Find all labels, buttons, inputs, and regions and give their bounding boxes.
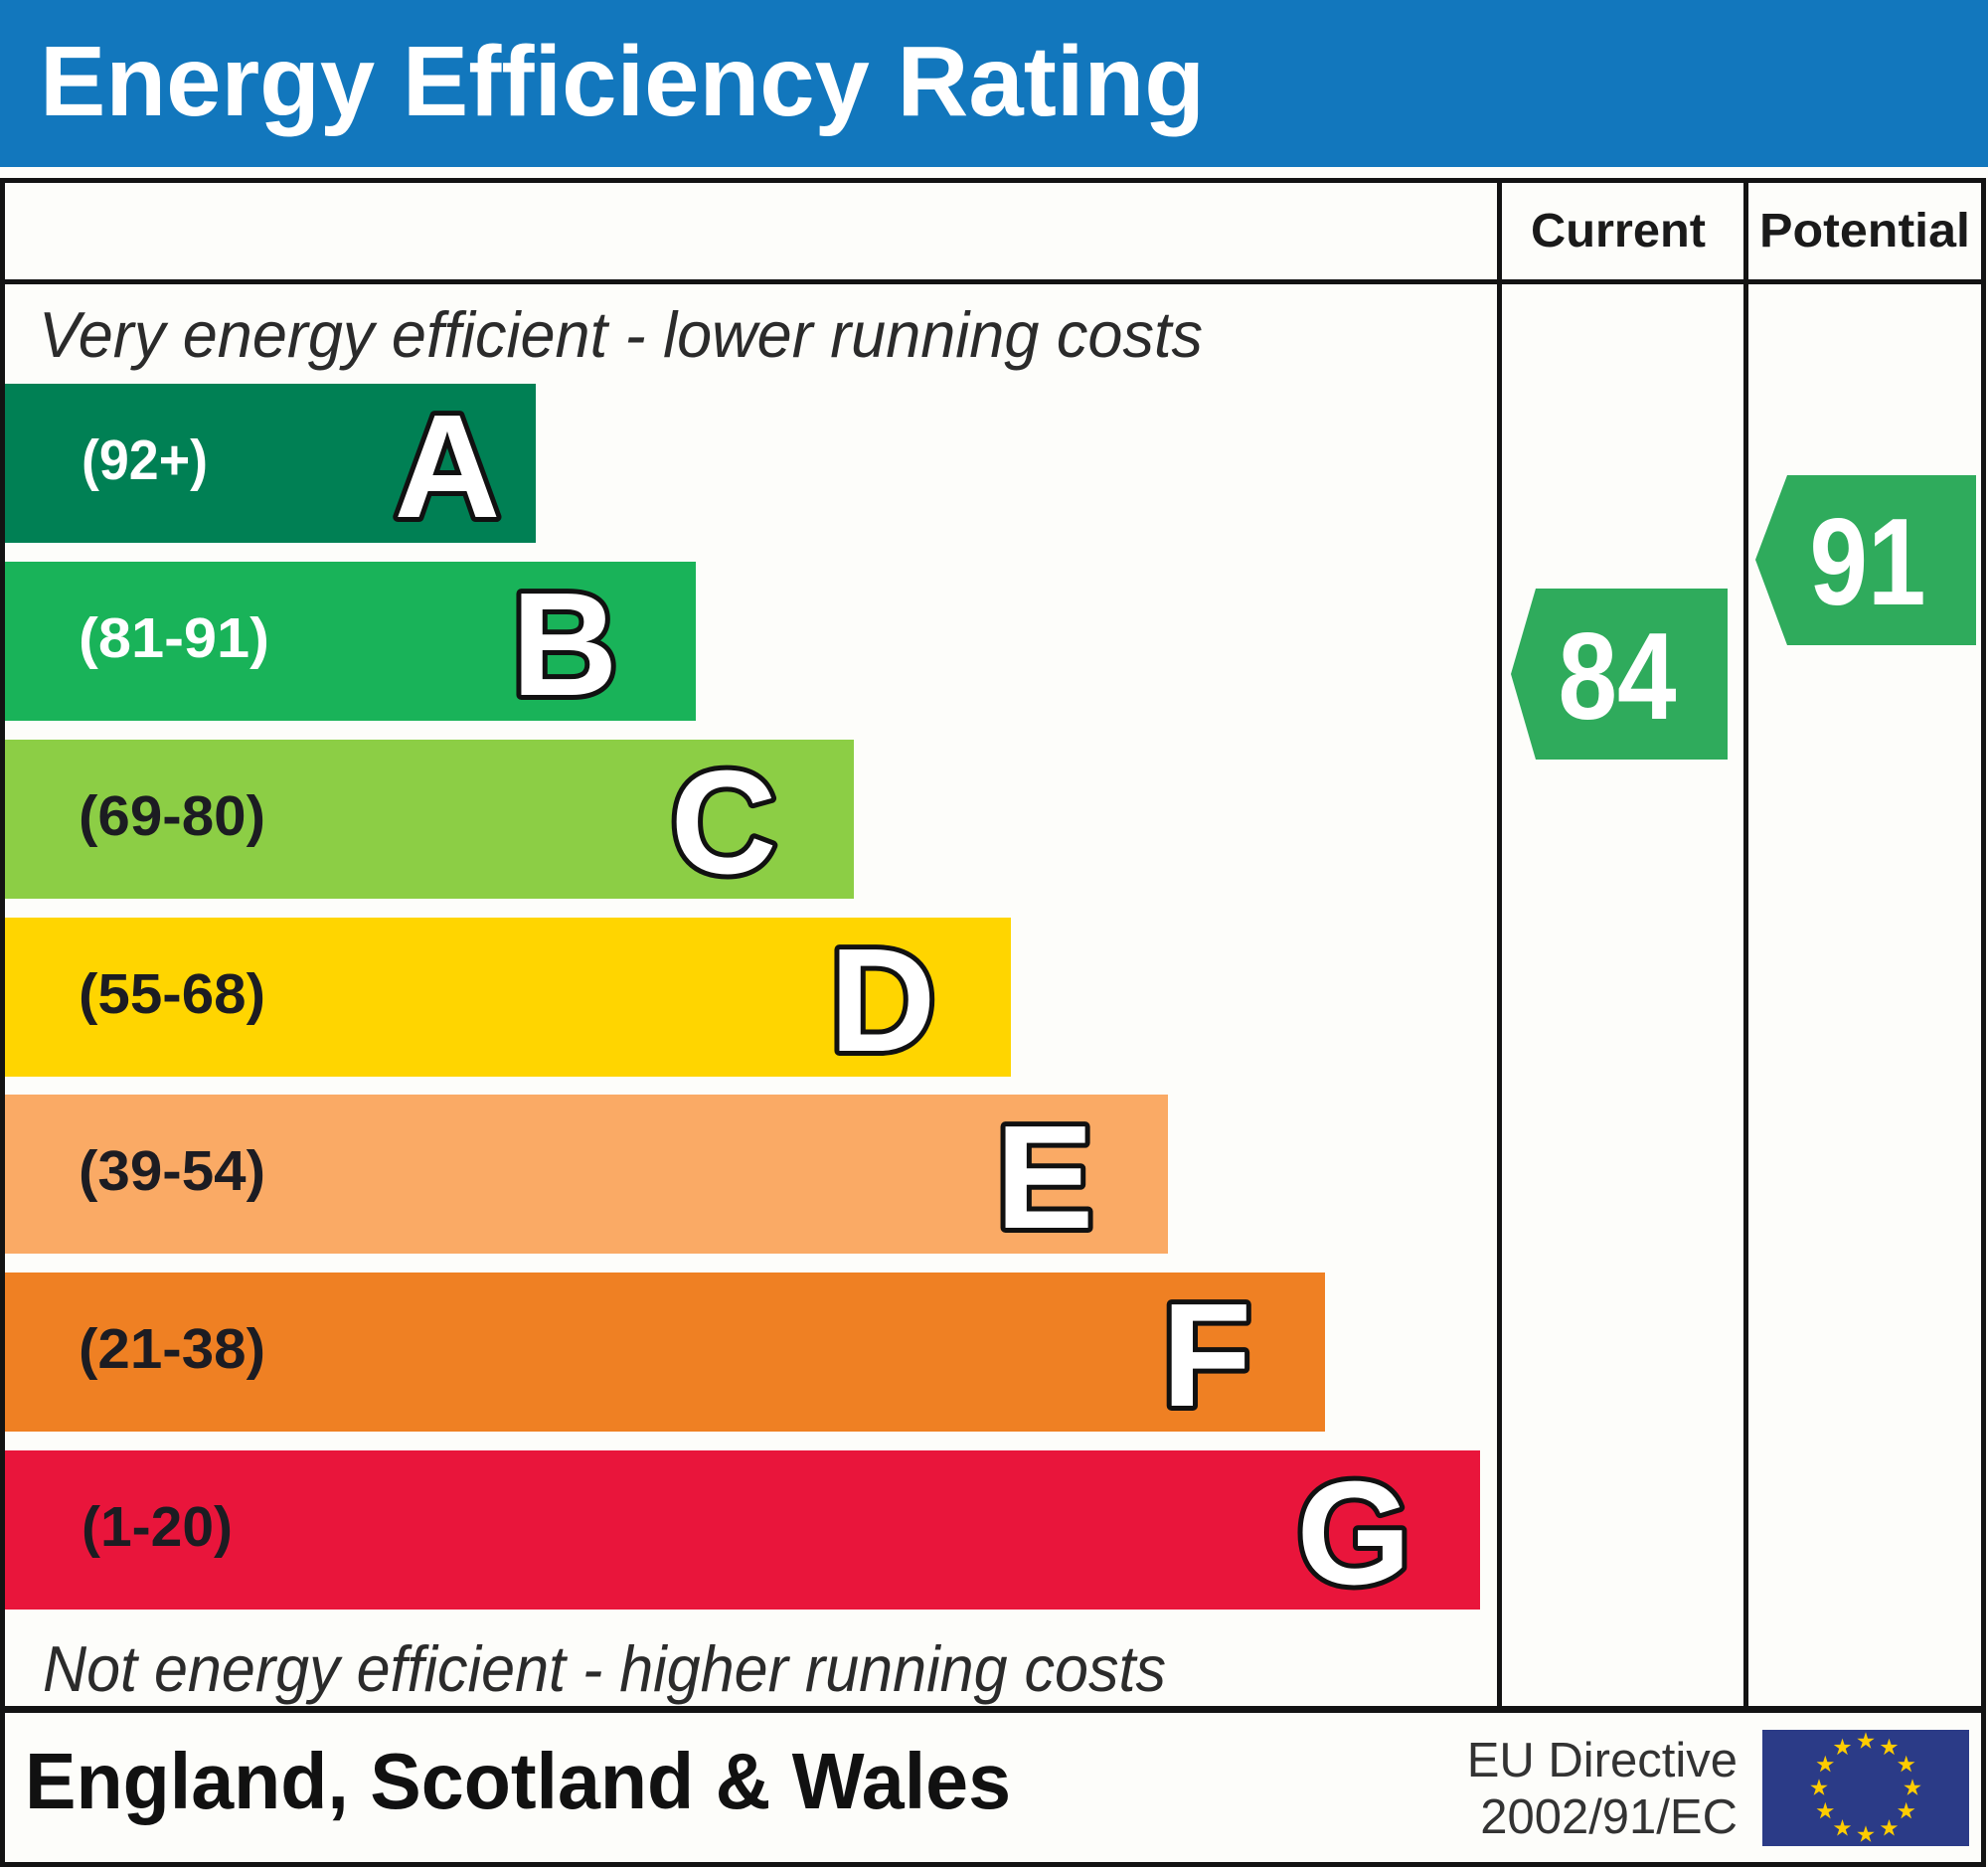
svg-text:91: 91	[1810, 494, 1926, 631]
svg-text:(69-80): (69-80)	[79, 784, 265, 848]
svg-text:Very energy efficient - lower: Very energy efficient - lower running co…	[39, 298, 1203, 371]
svg-text:2002/91/EC: 2002/91/EC	[1480, 1790, 1738, 1844]
svg-text:A: A	[395, 385, 501, 549]
svg-text:G: G	[1296, 1451, 1410, 1615]
svg-text:(92+): (92+)	[82, 428, 208, 492]
svg-text:D: D	[830, 919, 936, 1083]
svg-text:E: E	[996, 1096, 1094, 1260]
svg-text:84: 84	[1559, 608, 1677, 746]
svg-text:Not energy efficient - higher: Not energy efficient - higher running co…	[43, 1632, 1166, 1705]
svg-text:(81-91): (81-91)	[79, 606, 269, 670]
svg-text:EU Directive: EU Directive	[1467, 1734, 1738, 1787]
svg-text:Potential: Potential	[1759, 205, 1970, 257]
svg-text:F: F	[1162, 1273, 1251, 1438]
svg-text:Current: Current	[1531, 205, 1706, 257]
svg-text:B: B	[512, 563, 618, 727]
svg-text:C: C	[671, 741, 777, 905]
svg-text:England, Scotland & Wales: England, Scotland & Wales	[25, 1737, 1011, 1825]
svg-text:(1-20): (1-20)	[82, 1495, 233, 1559]
svg-text:(39-54): (39-54)	[79, 1139, 265, 1203]
svg-text:(55-68): (55-68)	[79, 962, 265, 1026]
svg-text:Energy Efficiency Rating: Energy Efficiency Rating	[40, 26, 1205, 137]
svg-text:(21-38): (21-38)	[79, 1317, 265, 1381]
